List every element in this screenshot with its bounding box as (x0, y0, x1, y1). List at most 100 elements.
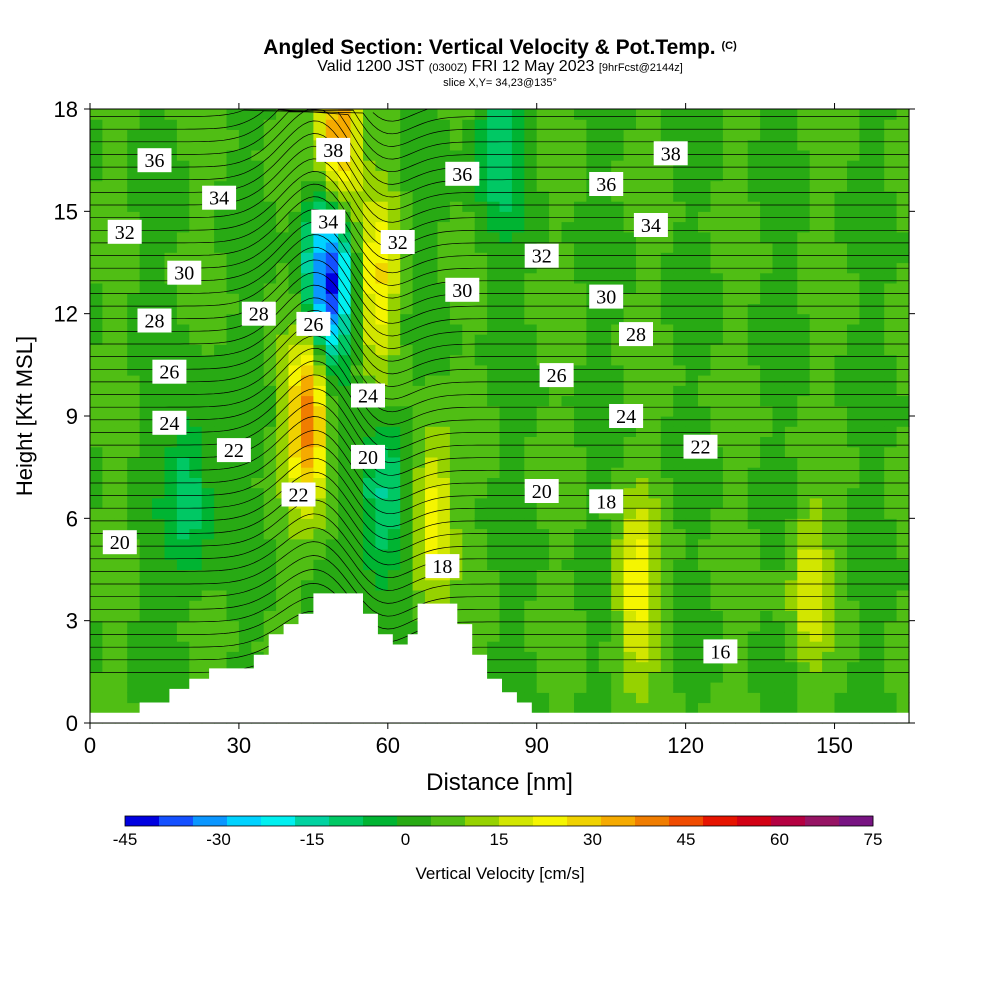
velocity-cell (611, 467, 625, 478)
velocity-cell (760, 119, 774, 130)
velocity-cell (859, 538, 873, 550)
velocity-cell (747, 416, 761, 427)
colorbar-swatch (261, 816, 296, 826)
velocity-cell (636, 456, 649, 468)
velocity-cell (214, 170, 228, 182)
velocity-cell (698, 221, 711, 233)
velocity-cell (90, 671, 103, 683)
velocity-cell (201, 375, 215, 386)
velocity-cell (214, 508, 228, 519)
velocity-cell (363, 569, 376, 581)
velocity-cell (859, 119, 873, 130)
velocity-cell (561, 610, 575, 622)
velocity-cell (735, 651, 749, 663)
velocity-cell (884, 641, 898, 652)
velocity-cell (437, 538, 451, 550)
velocity-cell (425, 313, 438, 325)
velocity-cell (561, 170, 575, 182)
velocity-cell (176, 641, 190, 652)
velocity-cell (735, 242, 749, 253)
velocity-cell (722, 549, 736, 560)
velocity-cell (412, 160, 426, 171)
terrain (90, 593, 909, 723)
velocity-cell (313, 385, 327, 397)
velocity-cell (263, 190, 277, 202)
velocity-cell (189, 385, 203, 397)
velocity-cell (263, 497, 277, 509)
velocity-cell (363, 579, 376, 591)
velocity-cell (102, 549, 116, 560)
velocity-cell (747, 682, 761, 693)
velocity-cell (288, 272, 302, 284)
velocity-cell (462, 201, 476, 212)
velocity-cell (871, 651, 885, 663)
velocity-cell (611, 630, 625, 642)
velocity-cell (263, 170, 277, 182)
velocity-cell (189, 334, 203, 345)
velocity-cell (797, 426, 811, 437)
velocity-cell (387, 252, 401, 264)
velocity-cell (598, 221, 612, 233)
colorbar-swatch (737, 816, 772, 826)
velocity-cell (524, 385, 538, 397)
velocity-cell (760, 283, 774, 294)
isentrope-label-text: 32 (532, 246, 552, 268)
colorbar-swatch (839, 816, 874, 826)
velocity-cell (685, 559, 699, 571)
isentrope-label-box (425, 554, 460, 579)
velocity-cell (363, 600, 376, 611)
velocity-cell (598, 160, 612, 171)
velocity-cell (487, 549, 501, 560)
velocity-cell (139, 467, 153, 478)
velocity-cell (176, 303, 190, 315)
velocity-cell (871, 323, 885, 335)
isentrope-label-box (107, 219, 142, 244)
velocity-cell (524, 149, 538, 161)
velocity-cell (350, 119, 364, 130)
velocity-cell (611, 119, 625, 130)
velocity-cell (747, 180, 761, 192)
velocity-cell (586, 661, 600, 673)
velocity-cell (735, 160, 749, 171)
velocity-cell (462, 456, 476, 468)
velocity-cell (896, 692, 910, 704)
velocity-cell (425, 180, 438, 192)
velocity-cell (722, 375, 736, 386)
isentrope-line (90, 485, 909, 553)
velocity-cell (201, 508, 215, 519)
velocity-cell (896, 671, 910, 683)
velocity-cell (673, 549, 687, 560)
velocity-cell (499, 201, 513, 212)
velocity-cell (375, 508, 389, 519)
velocity-cell (834, 221, 848, 233)
velocity-cell (226, 538, 240, 550)
velocity-cell (114, 620, 128, 632)
velocity-cell (511, 364, 525, 376)
velocity-cell (809, 201, 823, 212)
velocity-cell (462, 231, 476, 243)
velocity-cell (685, 170, 699, 182)
velocity-cell (636, 446, 649, 458)
velocity-cell (710, 201, 724, 212)
velocity-cell (772, 456, 786, 468)
velocity-cell (809, 692, 823, 704)
velocity-cell (387, 610, 401, 622)
velocity-cell (288, 446, 302, 458)
velocity-cell (809, 436, 823, 448)
velocity-cell (350, 149, 364, 161)
velocity-cell (511, 180, 525, 192)
velocity-cell (288, 436, 302, 448)
velocity-cell (784, 692, 798, 704)
velocity-cell (760, 190, 774, 202)
velocity-cell (648, 487, 662, 499)
velocity-cell (499, 651, 513, 663)
velocity-cell (288, 610, 302, 622)
velocity-cell (784, 456, 798, 468)
velocity-cell (673, 201, 687, 212)
velocity-cell (797, 487, 811, 499)
velocity-cell (648, 630, 662, 642)
velocity-cell (561, 671, 575, 683)
velocity-cell (226, 518, 240, 530)
velocity-cell (623, 651, 637, 663)
velocity-cell (822, 334, 836, 345)
